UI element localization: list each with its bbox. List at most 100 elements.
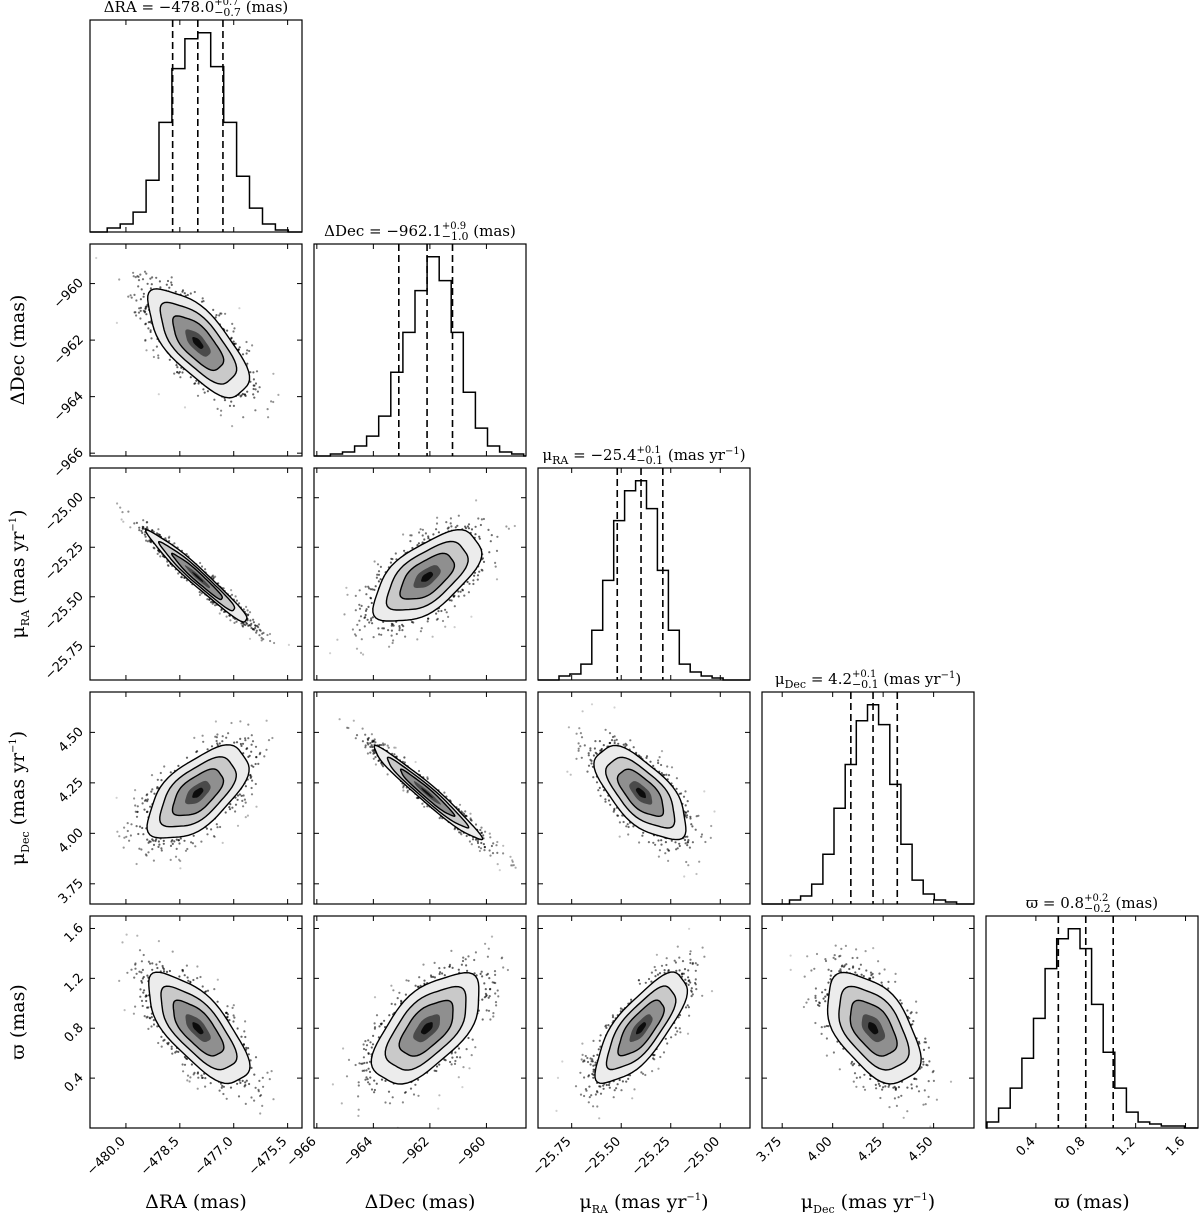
sample-point — [852, 1080, 855, 1083]
sample-point — [141, 968, 144, 972]
sample-point — [468, 840, 471, 843]
x-tick-label: 1.6 — [1163, 1134, 1188, 1159]
sample-point — [140, 529, 143, 533]
sample-point — [130, 296, 133, 299]
sample-point — [125, 933, 128, 936]
sample-point — [402, 533, 405, 536]
sample-point — [135, 972, 138, 975]
sample-point — [462, 956, 465, 959]
sample-point — [409, 534, 412, 537]
density-peak — [421, 571, 434, 582]
sample-point — [216, 742, 219, 745]
sample-point — [115, 796, 118, 799]
sample-point — [236, 1027, 239, 1030]
sample-point — [483, 982, 486, 985]
sample-point — [118, 979, 121, 983]
sample-point — [637, 979, 641, 982]
sample-point — [183, 974, 186, 977]
sample-point — [244, 785, 247, 788]
sample-point — [561, 1060, 564, 1063]
sample-point — [833, 954, 836, 957]
sample-point — [925, 1063, 928, 1066]
sample-point — [233, 741, 236, 744]
sample-point — [918, 1042, 921, 1045]
sample-point — [198, 593, 202, 597]
sample-point — [421, 534, 424, 537]
sample-point — [138, 526, 141, 529]
sample-point — [611, 735, 615, 739]
sample-point — [249, 371, 252, 374]
sample-point — [206, 833, 209, 836]
sample-point — [583, 1094, 586, 1098]
sample-point — [581, 710, 584, 713]
sample-point — [242, 1043, 245, 1046]
sample-point — [145, 1016, 148, 1019]
sample-point — [403, 761, 406, 764]
sample-point — [135, 862, 138, 866]
sample-point — [392, 639, 395, 642]
sample-point — [379, 578, 382, 581]
sample-point — [657, 839, 660, 842]
sample-point — [577, 749, 580, 752]
sample-point — [619, 1007, 623, 1010]
sample-point — [887, 1085, 890, 1088]
sample-point — [216, 744, 219, 747]
y-tick-label: −25.75 — [42, 639, 87, 684]
sample-point — [390, 622, 393, 626]
sample-point — [366, 752, 369, 755]
sample-point — [253, 1099, 256, 1102]
sample-point — [923, 1041, 926, 1044]
sample-point — [254, 388, 257, 391]
scatter-panel-dra-pmdec — [89, 691, 303, 905]
sample-point — [921, 1057, 925, 1060]
sample-point — [665, 963, 668, 967]
sample-point — [177, 1050, 180, 1053]
sample-point — [177, 764, 180, 768]
histogram-pmra — [538, 479, 750, 681]
sample-point — [478, 570, 481, 573]
sample-point — [467, 527, 471, 530]
sample-point — [480, 568, 483, 571]
panel-frame — [313, 467, 527, 681]
sample-point — [155, 963, 158, 966]
sample-point — [243, 1085, 246, 1088]
sample-point — [377, 570, 381, 573]
sample-point — [403, 756, 406, 759]
sample-point — [234, 810, 237, 813]
sample-point — [832, 1051, 836, 1054]
sample-point — [492, 1015, 495, 1018]
sample-point — [345, 586, 348, 589]
sample-point — [474, 823, 478, 826]
sample-point — [443, 966, 446, 969]
sample-point — [157, 845, 160, 849]
contour-line — [399, 768, 456, 818]
sample-point — [266, 408, 269, 411]
sample-point — [908, 1017, 911, 1020]
sample-point — [358, 607, 362, 610]
sample-point — [149, 287, 152, 290]
scatter-panel-ddec-plx — [313, 915, 527, 1129]
sample-point — [400, 1000, 403, 1003]
sample-point — [604, 728, 607, 731]
x-tick-label: 4.00 — [804, 1134, 835, 1165]
sample-point — [664, 1037, 667, 1040]
sample-point — [488, 832, 491, 835]
sample-point — [594, 1061, 597, 1064]
sample-point — [351, 628, 354, 631]
sample-point — [438, 972, 441, 976]
sample-point — [191, 842, 194, 845]
sample-point — [666, 1042, 669, 1045]
sample-point — [270, 400, 273, 403]
sample-point — [396, 997, 399, 1000]
sample-point — [244, 816, 247, 819]
sample-point — [244, 623, 247, 627]
sample-point — [690, 987, 693, 990]
sample-point — [694, 983, 697, 986]
sample-point — [450, 525, 453, 528]
sample-point — [678, 969, 681, 972]
sample-point — [380, 1078, 384, 1081]
sample-point — [168, 969, 171, 973]
hist-panel-dra — [89, 19, 303, 233]
sample-point — [144, 338, 147, 342]
sample-point — [249, 774, 252, 777]
